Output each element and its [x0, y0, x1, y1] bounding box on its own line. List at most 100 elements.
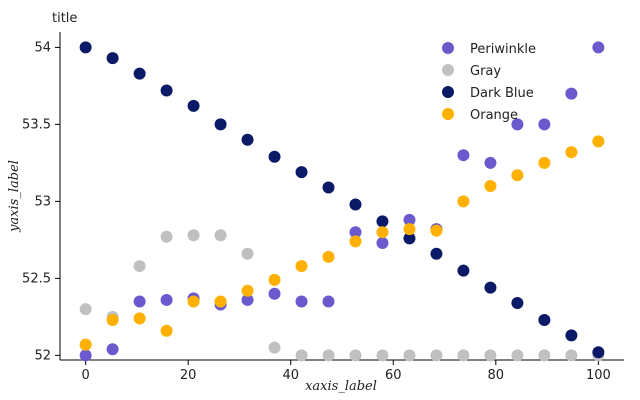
x-axis-label: xaxis_label [305, 379, 377, 394]
legend: Periwinkle Gray Dark Blue Orange [442, 42, 536, 123]
point-periwinkle [160, 293, 173, 306]
point-dark-blue [538, 313, 551, 326]
point-dark-blue [430, 247, 443, 260]
legend-label-periwinkle: Periwinkle [470, 42, 536, 57]
point-dark-blue [106, 52, 119, 65]
point-periwinkle [295, 295, 308, 308]
point-orange [268, 273, 281, 286]
y-tick-label: 53.5 [22, 117, 51, 132]
point-gray [241, 247, 254, 260]
point-dark-blue [241, 133, 254, 146]
point-dark-blue [322, 181, 335, 194]
y-tick-label: 54 [34, 40, 51, 55]
chart-title: title [52, 11, 77, 26]
legend-marker-periwinkle [442, 42, 454, 54]
point-periwinkle [511, 118, 524, 131]
point-orange [133, 312, 146, 325]
point-orange [484, 179, 497, 192]
point-orange [187, 295, 200, 308]
legend-marker-orange [442, 108, 454, 120]
point-gray [484, 349, 497, 362]
point-gray [79, 303, 92, 316]
point-periwinkle [592, 41, 605, 54]
point-gray [430, 349, 443, 362]
point-periwinkle [403, 213, 416, 226]
point-dark-blue [565, 329, 578, 342]
point-periwinkle [79, 349, 92, 362]
point-periwinkle [376, 236, 389, 249]
point-periwinkle [241, 293, 254, 306]
point-orange [322, 250, 335, 263]
point-dark-blue [349, 198, 362, 211]
point-gray [187, 229, 200, 242]
point-dark-blue [457, 264, 470, 277]
point-dark-blue [376, 215, 389, 228]
point-dark-blue [214, 118, 227, 131]
point-orange [214, 295, 227, 308]
point-orange [241, 284, 254, 297]
y-tick-label: 52.5 [22, 271, 51, 286]
point-gray [376, 349, 389, 362]
x-tick-label: 100 [586, 368, 611, 383]
x-tick-label: 80 [488, 368, 505, 383]
point-dark-blue [592, 346, 605, 359]
point-dark-blue [187, 99, 200, 112]
point-orange [403, 223, 416, 236]
point-periwinkle [484, 156, 497, 169]
x-axis-ticks: 0 20 40 60 80 100 [81, 360, 611, 383]
point-periwinkle [106, 343, 119, 356]
point-dark-blue [484, 281, 497, 294]
y-tick-label: 52 [34, 348, 51, 363]
point-periwinkle [565, 87, 578, 100]
point-dark-blue [268, 150, 281, 163]
legend-marker-dark-blue [442, 86, 454, 98]
point-orange [349, 235, 362, 248]
data-points [79, 41, 605, 362]
legend-label-dark-blue: Dark Blue [470, 86, 534, 101]
point-periwinkle [457, 149, 470, 162]
x-tick-label: 40 [282, 368, 299, 383]
point-periwinkle [322, 295, 335, 308]
x-tick-label: 0 [81, 368, 89, 383]
point-dark-blue [511, 297, 524, 310]
point-gray [349, 349, 362, 362]
point-periwinkle [349, 226, 362, 239]
point-gray [538, 349, 551, 362]
legend-label-gray: Gray [470, 64, 501, 79]
point-gray [214, 229, 227, 242]
legend-label-orange: Orange [470, 108, 518, 123]
point-dark-blue [160, 84, 173, 97]
point-periwinkle [538, 118, 551, 131]
point-orange [538, 156, 551, 169]
y-tick-label: 53 [34, 194, 51, 209]
point-periwinkle [133, 295, 146, 308]
point-gray [295, 349, 308, 362]
point-gray [457, 349, 470, 362]
point-orange [511, 169, 524, 182]
point-dark-blue [133, 67, 146, 80]
point-gray [160, 230, 173, 243]
point-orange [592, 135, 605, 148]
point-gray [133, 260, 146, 273]
y-axis-ticks: 52 52.5 53 53.5 54 [22, 40, 60, 363]
legend-marker-gray [442, 64, 454, 76]
point-gray [268, 341, 281, 354]
point-dark-blue [295, 166, 308, 179]
point-orange [430, 224, 443, 237]
point-orange [295, 260, 308, 273]
point-gray [403, 349, 416, 362]
point-orange [79, 338, 92, 351]
y-axis-label: yaxis_label [7, 160, 22, 233]
point-orange [160, 324, 173, 337]
point-orange [376, 226, 389, 239]
point-periwinkle [268, 287, 281, 300]
point-dark-blue [79, 41, 92, 54]
point-orange [457, 195, 470, 208]
x-tick-label: 20 [180, 368, 197, 383]
point-gray [322, 349, 335, 362]
point-orange [106, 313, 119, 326]
point-orange [565, 146, 578, 159]
point-gray [511, 349, 524, 362]
point-dark-blue [403, 232, 416, 245]
